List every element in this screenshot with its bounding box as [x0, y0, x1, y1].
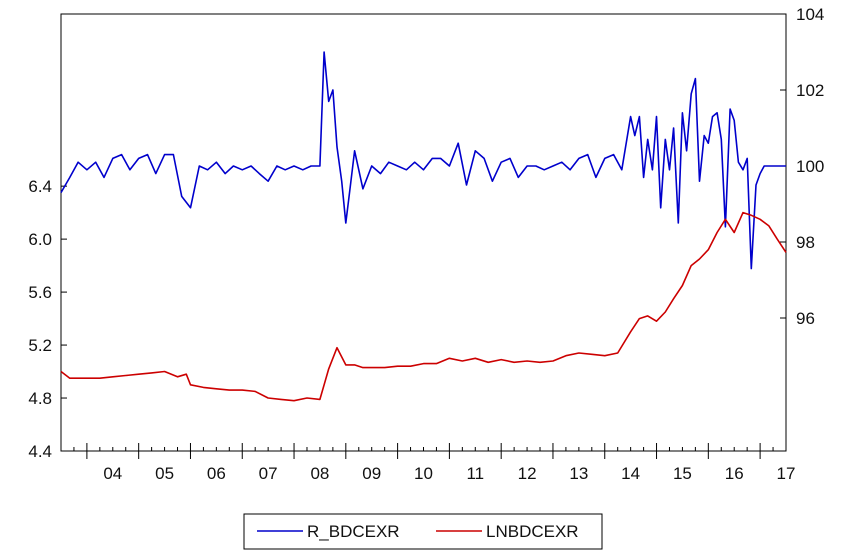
x-tick-label: 11: [466, 464, 484, 483]
x-tick-label: 04: [103, 464, 122, 483]
left-tick-label: 4.8: [28, 389, 52, 408]
left-tick-label: 5.6: [28, 283, 52, 302]
x-tick-label: 10: [414, 464, 433, 483]
x-tick-label: 06: [207, 464, 226, 483]
left-tick-label: 5.2: [28, 336, 52, 355]
legend-label-lnbdcexr: LNBDCEXR: [486, 522, 579, 541]
right-axis: 96 98 100 102 104: [780, 5, 824, 328]
right-tick-label: 98: [796, 233, 815, 252]
right-tick-label: 102: [796, 81, 824, 100]
x-tick-label: 12: [518, 464, 537, 483]
series-line-r-bdcexr: [60, 51, 786, 270]
right-tick-label: 100: [796, 157, 824, 176]
left-tick-label: 6.4: [28, 177, 52, 196]
x-tick-label: 07: [259, 464, 278, 483]
left-tick-label: 6.0: [28, 230, 52, 249]
x-tick-label: 15: [673, 464, 692, 483]
x-tick-label: 09: [362, 464, 381, 483]
x-tick-label: 08: [310, 464, 329, 483]
legend: R_BDCEXR LNBDCEXR: [243, 513, 603, 550]
plot-frame: [60, 13, 787, 452]
legend-label-r-bdcexr: R_BDCEXR: [307, 522, 400, 541]
x-tick-label: 16: [725, 464, 744, 483]
x-tick-label: 05: [155, 464, 174, 483]
x-tick-label: 17: [777, 464, 796, 483]
x-tick-label: 14: [621, 464, 640, 483]
series-line-lnbdcexr: [60, 211, 787, 402]
right-tick-label: 96: [796, 309, 815, 328]
left-tick-label: 4.4: [28, 442, 52, 461]
x-axis: 04 05 06 07 08 09 10 11 12 13 14 15 16 17: [60, 443, 796, 483]
legend-box: [243, 513, 603, 550]
x-tick-label: 13: [569, 464, 588, 483]
series-layer: [60, 51, 787, 402]
right-tick-label: 104: [796, 5, 824, 24]
left-axis: 4.4 4.8 5.2 5.6 6.0 6.4: [28, 177, 67, 461]
